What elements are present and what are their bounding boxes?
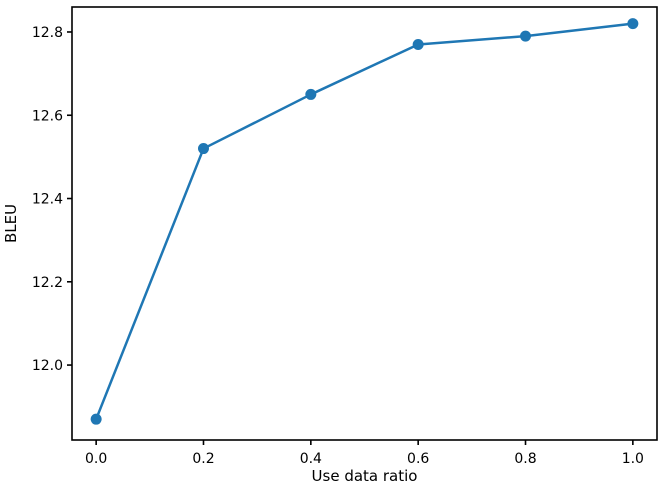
x-tick-label: 0.6 bbox=[407, 451, 429, 467]
data-series bbox=[90, 18, 639, 425]
x-tick-label: 1.0 bbox=[622, 451, 644, 467]
y-tick-label: 12.2 bbox=[32, 275, 63, 291]
y-axis-ticks: 12.0 12.2 12.4 12.6 12.8 bbox=[32, 25, 72, 374]
y-tick-label: 12.8 bbox=[32, 25, 63, 41]
data-point bbox=[627, 18, 639, 30]
x-tick-label: 0.0 bbox=[85, 451, 107, 467]
x-tick-label: 0.4 bbox=[300, 451, 322, 467]
data-point bbox=[412, 38, 424, 50]
y-tick-label: 12.0 bbox=[32, 358, 63, 374]
x-axis-label: Use data ratio bbox=[312, 467, 418, 485]
y-tick-label: 12.4 bbox=[32, 192, 63, 208]
x-tick-label: 0.8 bbox=[514, 451, 536, 467]
axes-frame bbox=[71, 6, 658, 441]
data-line bbox=[94, 22, 635, 421]
data-point bbox=[90, 413, 102, 425]
plot-area bbox=[72, 7, 657, 440]
x-axis-ticks: 0.0 0.2 0.4 0.6 0.8 1.0 bbox=[85, 440, 644, 467]
y-axis-label: BLEU bbox=[2, 204, 20, 243]
data-point bbox=[197, 143, 209, 155]
data-point bbox=[305, 88, 317, 100]
x-tick-label: 0.2 bbox=[192, 451, 214, 467]
y-tick-label: 12.6 bbox=[32, 108, 63, 124]
data-point bbox=[520, 30, 532, 42]
